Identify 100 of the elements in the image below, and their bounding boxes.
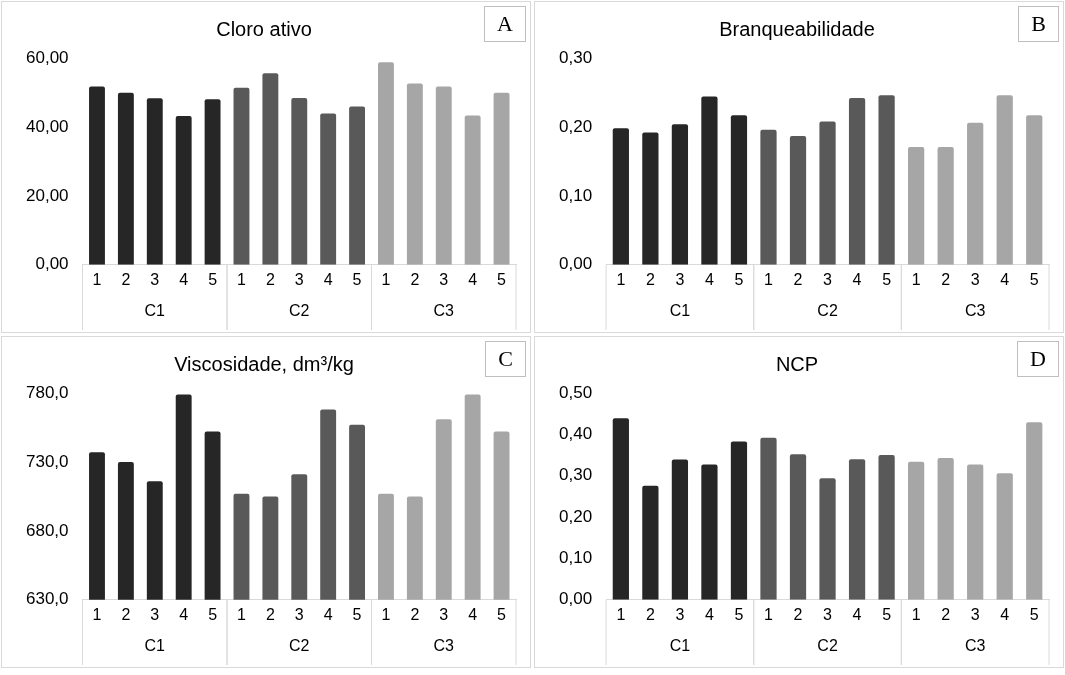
x-tick-label: 2 [793,605,803,623]
x-tick-label: 4 [852,270,862,288]
text: C3 [964,637,986,655]
bar [908,461,925,600]
bar [406,83,423,265]
bar [878,455,895,600]
bar [996,95,1013,265]
x-tick-label: 1 [911,270,921,288]
x-tick-label: 3 [970,605,980,623]
bar [291,97,308,265]
x-tick-label: 2 [645,270,655,288]
x-tick-label: 5 [734,270,744,288]
x-tick-label: 1 [764,605,774,623]
x-tick-label: 1 [381,605,391,623]
x-tick-label: 4 [1000,270,1010,288]
bar [493,92,510,265]
x-tick-label: 3 [150,605,160,623]
bar [789,135,807,265]
bar [789,454,807,600]
bar [612,418,629,600]
bar [204,99,221,265]
x-tick-label: 5 [1029,605,1039,623]
bar [878,95,895,265]
bar [848,459,866,600]
bar [937,146,954,265]
x-tick-label: 5 [1029,270,1039,288]
bar [642,132,659,265]
x-tick-label: 1 [616,270,626,288]
text: D [1017,341,1059,377]
x-tick-label: 5 [208,605,218,623]
x-tick-label: 5 [882,270,892,288]
x-tick-label: 3 [294,605,304,623]
text: C2 [289,302,310,320]
x-tick-label: 2 [793,270,803,288]
bar [349,106,366,265]
x-tick-label: 3 [970,270,980,288]
x-tick-label: 2 [410,605,420,623]
bar [320,113,337,265]
y-tick-label: 20,00 [25,185,69,205]
x-tick-label: 2 [645,605,655,623]
x-tick-label: 1 [237,270,247,288]
text: A [484,6,526,42]
text: C2 [817,637,838,655]
bar [967,464,984,600]
chart-title: Viscosidade, dm³/kg [174,352,354,375]
bar [1026,115,1043,265]
bar [146,98,163,265]
x-tick-label: 2 [410,270,420,288]
x-tick-label: 2 [941,270,951,288]
x-tick-label: 5 [352,605,362,623]
y-tick-label: 0,00 [35,254,69,274]
bar [908,146,925,265]
x-tick-label: 5 [497,605,507,623]
y-tick-label: 0,00 [558,589,593,609]
bar [175,115,192,265]
bar [262,73,279,265]
x-tick-label: 1 [911,605,921,623]
bar [117,92,134,265]
bar [937,457,954,600]
x-tick-label: 5 [882,605,892,623]
y-tick-label: 0,20 [558,506,593,526]
y-tick-label: 40,00 [25,116,69,136]
y-tick-label: 0,10 [558,548,593,568]
y-tick-label: 730,0 [25,451,69,471]
x-tick-label: 5 [497,270,507,288]
x-tick-label: 1 [92,605,102,623]
bar [819,478,836,600]
x-tick-label: 4 [179,605,189,623]
bar [378,62,394,265]
y-tick-label: 60,00 [25,47,69,67]
x-tick-label: 1 [237,605,247,623]
x-tick-label: 2 [265,270,275,288]
text: C2 [817,302,838,320]
bar [760,437,777,600]
chart-title: Branqueabilidade [719,17,875,40]
x-tick-label: 3 [439,605,449,623]
x-tick-label: 4 [704,270,714,288]
series-label: C2 [289,637,310,655]
text: C [485,341,526,377]
bar [701,464,718,600]
y-tick-label: 0,00 [558,254,593,274]
bar [848,97,866,265]
bar [996,473,1013,600]
bar [612,128,629,265]
x-tick-label: 2 [121,270,131,288]
x-tick-label: 1 [381,270,391,288]
series-label: C1 [144,637,166,655]
bar [89,86,105,265]
x-tick-label: 4 [468,270,478,288]
x-tick-label: 5 [352,270,362,288]
x-tick-label: 3 [439,270,449,288]
bar [671,124,689,265]
x-tick-label: 4 [852,605,862,623]
x-tick-label: 4 [179,270,189,288]
bar [642,485,659,600]
text: C1 [669,637,691,655]
x-tick-label: 1 [92,270,102,288]
x-tick-label: 2 [121,605,131,623]
text: C1 [669,302,691,320]
chart-title: Cloro ativo [216,17,312,40]
